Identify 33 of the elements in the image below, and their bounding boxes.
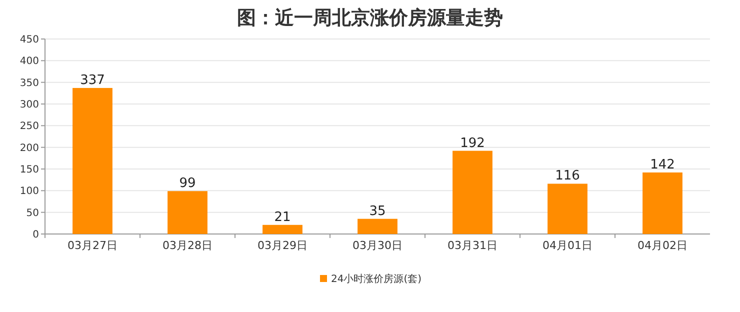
x-tick-label: 03月28日	[162, 239, 212, 252]
y-tick-label: 150	[20, 164, 39, 176]
data-label: 35	[369, 204, 386, 219]
data-label: 116	[555, 168, 580, 184]
x-tick-label: 03月27日	[68, 239, 118, 252]
x-tick-label: 03月29日	[258, 239, 308, 252]
bar	[72, 88, 112, 234]
y-tick-label: 100	[20, 186, 39, 198]
y-tick-label: 0	[32, 230, 39, 240]
data-label: 142	[650, 157, 675, 172]
x-tick-label: 03月30日	[352, 239, 402, 252]
data-label: 337	[80, 72, 105, 88]
bar	[548, 184, 588, 234]
y-tick-label: 250	[20, 121, 39, 132]
y-tick-label: 350	[20, 78, 39, 89]
y-tick-label: 50	[26, 208, 39, 219]
x-tick-label: 03月31日	[448, 239, 498, 252]
bar	[168, 191, 208, 234]
bar	[452, 150, 492, 234]
y-tick-label: 400	[20, 56, 39, 68]
bar	[358, 218, 398, 234]
x-tick-label: 04月02日	[638, 239, 688, 252]
chart-title: 图：近一周北京涨价房源量走势	[237, 7, 503, 29]
legend-label: 24小时涨价房源(套)	[331, 273, 422, 285]
data-label: 192	[460, 136, 485, 151]
bar	[642, 172, 682, 234]
x-tick-label: 04月01日	[542, 239, 592, 252]
y-tick-label: 200	[20, 142, 39, 154]
data-label: 99	[179, 176, 196, 192]
y-tick-label: 450	[20, 34, 39, 46]
y-tick-label: 300	[20, 100, 39, 110]
data-label: 21	[274, 210, 291, 225]
bar	[262, 224, 302, 234]
